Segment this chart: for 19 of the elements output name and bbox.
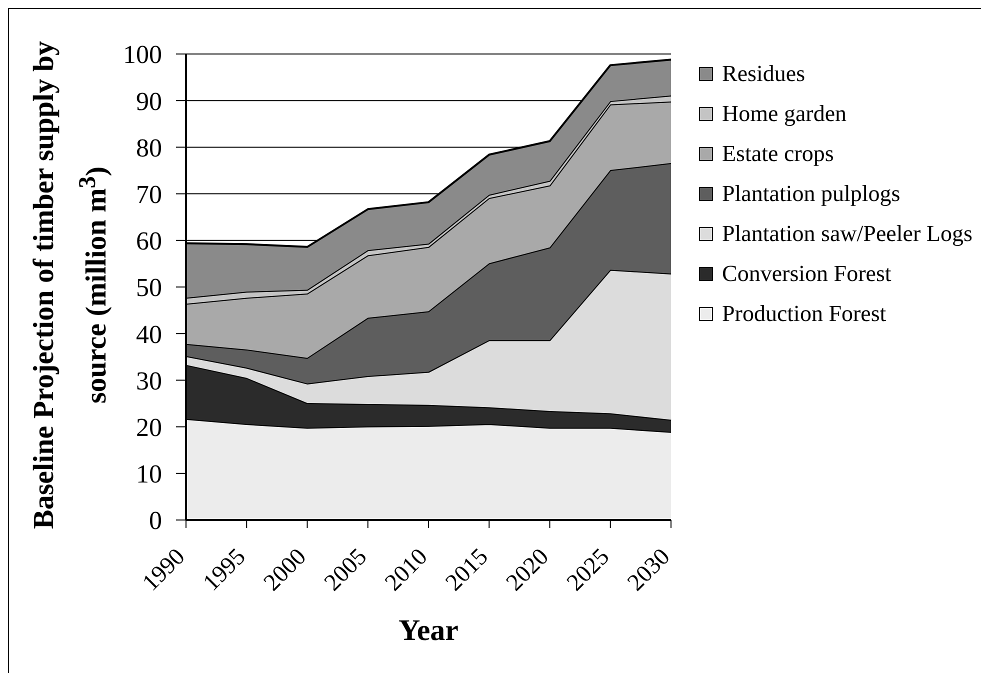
y-tick-label: 60 [136, 226, 162, 256]
x-axis-title: Year [398, 614, 458, 647]
y-tick-label: 30 [136, 366, 162, 396]
y-tick-label: 0 [149, 506, 162, 536]
legend-label: Home garden [722, 101, 847, 127]
y-tick-label: 40 [136, 320, 162, 349]
legend-label: Plantation pulplogs [722, 181, 900, 207]
y-tick-label: 80 [136, 133, 162, 162]
y-tick-label: 90 [136, 86, 162, 116]
legend-label: Conversion Forest [722, 261, 892, 287]
legend-label: Production Forest [722, 301, 886, 327]
y-tick-label: 20 [136, 413, 162, 442]
y-tick-label: 50 [136, 273, 162, 302]
y-tick-label: 100 [123, 40, 162, 70]
legend-label: Plantation saw/Peeler Logs [722, 221, 972, 247]
legend-label: Residues [722, 61, 806, 87]
y-tick-label: 10 [136, 460, 162, 489]
legend-label: Estate crops [722, 141, 834, 167]
y-tick-label: 70 [136, 180, 162, 210]
